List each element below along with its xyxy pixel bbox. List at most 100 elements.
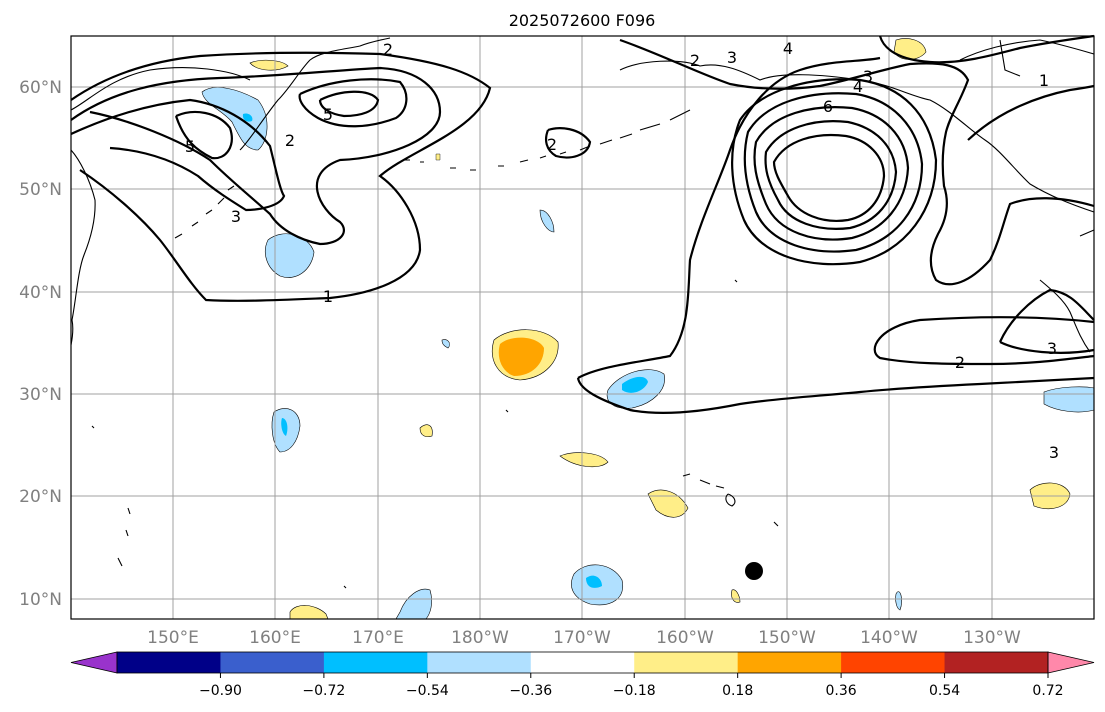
- contour-labels: 2 3 4 2 3 6 4 3 1 5 5 3 2 1 2 2 3: [185, 39, 1059, 462]
- shade-patch: [289, 605, 329, 620]
- contour-label: 4: [783, 39, 793, 58]
- lat-label: 30°N: [19, 385, 62, 405]
- map-frame: [70, 35, 1095, 620]
- contour-line-3-east: [998, 288, 1095, 354]
- shade-patch: [419, 424, 433, 438]
- lon-label: 160°W: [656, 628, 714, 648]
- longitude-labels: 150°E 160°E 170°E 180°W 170°W 160°W 150°…: [147, 628, 1021, 648]
- contour-line-5b-west: [174, 110, 233, 160]
- contour-line-north-east-2: [967, 84, 1095, 141]
- latitude-labels: 60°N 50°N 40°N 30°N 20°N 10°N: [19, 78, 62, 610]
- coastline-kamchatka: [239, 37, 391, 151]
- colorbar-extend-high: [1047, 651, 1095, 674]
- shade-patch: [201, 87, 268, 151]
- shade-patch: [498, 337, 544, 376]
- colorbar-segment: [944, 652, 1049, 673]
- shade-patch: [559, 452, 609, 468]
- contour-line-north-east: [878, 34, 1095, 64]
- contour-line-high-2: [743, 92, 924, 253]
- coastline-hawaii: [682, 473, 736, 507]
- lon-label: 130°W: [963, 628, 1021, 648]
- colorbar-segment: [323, 652, 428, 673]
- location-marker: [745, 562, 763, 580]
- colorbar-segment: [117, 652, 221, 673]
- lat-label: 40°N: [19, 283, 62, 303]
- contour-label: 4: [853, 77, 863, 96]
- contour-line-4-west: [298, 78, 408, 128]
- map-panel: 2 3 4 2 3 6 4 3 1 5 5 3 2 1 2 2 3: [70, 34, 1095, 620]
- shade-patch: [539, 209, 555, 233]
- colorbar-segment: [634, 652, 739, 673]
- contour-line-2-west: [70, 66, 442, 246]
- colorbar: −0.90 −0.72 −0.54 −0.36 −0.18 0.18 0.36 0.54 0.7…: [70, 651, 1095, 699]
- contour-line-high-3: [753, 106, 910, 241]
- colorbar-tick-label: −0.54: [406, 683, 449, 699]
- contour-label: 6: [823, 97, 833, 116]
- lon-label: 150°E: [147, 628, 199, 648]
- lon-label: 180°W: [451, 628, 509, 648]
- contour-label: 2: [955, 353, 965, 372]
- colorbar-tick-label: −0.90: [199, 683, 242, 699]
- shade-patch: [395, 588, 432, 620]
- contour-line-2-south: [577, 56, 881, 379]
- shade-patch: [622, 376, 648, 393]
- coastline-uscoast: [1039, 229, 1095, 353]
- contour-label: 3: [231, 207, 241, 226]
- shade-patch: [441, 339, 450, 349]
- coastline-kurils: [174, 185, 235, 239]
- colorbar-segment: [841, 652, 946, 673]
- lon-label: 170°W: [553, 628, 611, 648]
- shade-patch: [281, 418, 288, 436]
- colorbar-tick-label: −0.36: [509, 683, 552, 699]
- contour-label: 2: [690, 51, 700, 70]
- colorbar-segment: [427, 652, 532, 673]
- lat-label: 60°N: [19, 78, 62, 98]
- coastline-canada: [959, 39, 1095, 77]
- colorbar-segment: [220, 652, 325, 673]
- lon-label: 160°E: [249, 628, 301, 648]
- shade-patch: [242, 113, 253, 122]
- contour-line-high-5: [772, 133, 886, 222]
- shade-patch: [895, 591, 902, 611]
- colorbar-tick-label: 0.18: [722, 683, 753, 699]
- colorbar-tick-label: 0.72: [1032, 683, 1063, 699]
- lon-label: 170°E: [352, 628, 404, 648]
- lat-label: 20°N: [19, 487, 62, 507]
- coastline-asia: [70, 67, 251, 346]
- contour-line-2-east: [873, 316, 1095, 366]
- contour-label: 2: [285, 131, 295, 150]
- contour-label: 1: [1039, 71, 1049, 90]
- lat-label: 10°N: [19, 590, 62, 610]
- lat-label: 50°N: [19, 180, 62, 200]
- contour-label: 2: [383, 40, 393, 59]
- contour-line-1-west: [70, 51, 492, 302]
- contour-label: 5: [323, 105, 333, 124]
- colorbar-tick-label: −0.18: [613, 683, 656, 699]
- colorbar-segment: [737, 652, 842, 673]
- colorbar-segment: [530, 652, 635, 673]
- contour-label: 2: [547, 135, 557, 154]
- contour-line-5-west: [318, 90, 380, 118]
- contour-line-high-4: [764, 120, 898, 230]
- lon-label: 150°W: [758, 628, 816, 648]
- shade-patch: [249, 59, 289, 71]
- contour-label: 3: [727, 48, 737, 67]
- contour-line-high-1: [731, 78, 938, 266]
- contour-line-2-mid: [545, 127, 592, 159]
- contour-label: 3: [1049, 443, 1059, 462]
- coastline-islands: [91, 279, 779, 589]
- contour-label: 3: [1047, 339, 1057, 358]
- colorbar-tick-label: −0.72: [302, 683, 345, 699]
- shade-patch: [586, 575, 602, 588]
- contour-label: 5: [185, 137, 195, 156]
- lon-label: 140°W: [860, 628, 918, 648]
- colorbar-tick-label: 0.54: [929, 683, 960, 699]
- colorbar-tick-label: 0.36: [826, 683, 857, 699]
- contour-line-3-west: [70, 98, 286, 212]
- contour-label: 3: [863, 67, 873, 86]
- colorbar-outline: [116, 651, 1049, 674]
- coastline-aleutians: [405, 109, 691, 171]
- shading-layer: [201, 38, 1095, 620]
- contour-line-2-south-b: [576, 376, 1095, 414]
